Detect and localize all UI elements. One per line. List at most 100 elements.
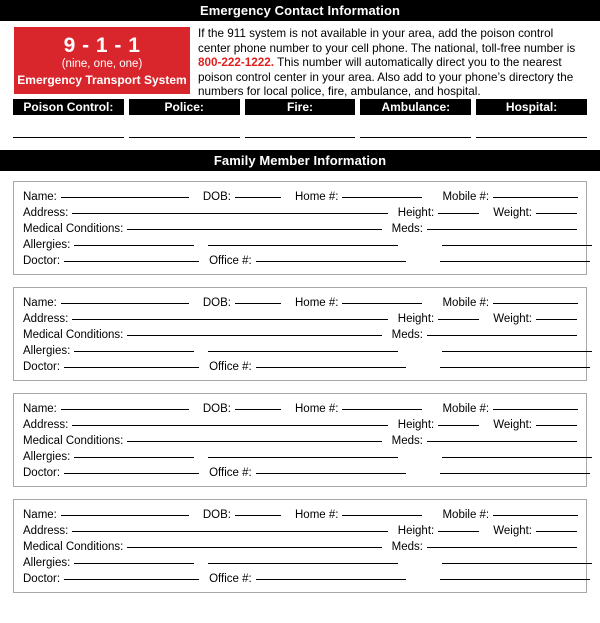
contact-field-fire: Fire: <box>244 99 356 138</box>
label-address: Address: <box>23 525 69 537</box>
input-address[interactable] <box>72 531 388 532</box>
input-name[interactable] <box>60 409 189 410</box>
contact-label-poison-control: Poison Control: <box>13 99 124 115</box>
input-mobile-phone[interactable] <box>493 303 579 304</box>
input-weight[interactable] <box>536 531 577 532</box>
contact-input-police[interactable] <box>128 137 240 138</box>
input-doctor[interactable] <box>64 367 200 368</box>
input-meds[interactable] <box>427 547 577 548</box>
input-meds[interactable] <box>427 335 577 336</box>
input-allergies-3[interactable] <box>442 563 593 564</box>
input-medical-conditions[interactable] <box>127 441 382 442</box>
input-medical-conditions[interactable] <box>127 335 382 336</box>
input-home-phone[interactable] <box>342 515 423 516</box>
input-allergies-2[interactable] <box>208 457 399 458</box>
input-address[interactable] <box>72 425 388 426</box>
member-row-name: Name: DOB: Home #: Mobile #: <box>23 189 579 205</box>
label-address: Address: <box>23 419 69 431</box>
member-row-medical-conditions: Medical Conditions: Meds: <box>23 433 577 449</box>
input-allergies-2[interactable] <box>208 245 399 246</box>
input-allergies-2[interactable] <box>208 351 399 352</box>
input-allergies-2[interactable] <box>208 563 399 564</box>
input-allergies-3[interactable] <box>442 457 593 458</box>
input-doctor-extra[interactable] <box>439 367 590 368</box>
input-office-phone[interactable] <box>255 261 406 262</box>
input-height[interactable] <box>438 213 480 214</box>
input-allergies-3[interactable] <box>442 351 593 352</box>
input-home-phone[interactable] <box>342 303 423 304</box>
input-address[interactable] <box>72 319 388 320</box>
input-medical-conditions[interactable] <box>127 547 382 548</box>
input-weight[interactable] <box>536 319 577 320</box>
label-doctor: Doctor: <box>23 573 61 585</box>
member-row-medical-conditions: Medical Conditions: Meds: <box>23 539 577 555</box>
label-doctor: Doctor: <box>23 361 61 373</box>
member-row-doctor: Doctor: Office #: <box>23 571 590 587</box>
input-allergies-1[interactable] <box>74 351 195 352</box>
contact-input-poison-control[interactable] <box>13 137 124 138</box>
input-doctor-extra[interactable] <box>439 261 590 262</box>
input-medical-conditions[interactable] <box>127 229 382 230</box>
input-dob[interactable] <box>235 409 281 410</box>
label-medical-conditions: Medical Conditions: <box>23 541 124 553</box>
contact-input-fire[interactable] <box>244 137 356 138</box>
input-dob[interactable] <box>235 303 281 304</box>
input-address[interactable] <box>72 213 388 214</box>
member-row-name: Name: DOB: Home #: Mobile #: <box>23 401 579 417</box>
input-office-phone[interactable] <box>255 579 406 580</box>
contact-field-hospital: Hospital: <box>476 99 587 138</box>
input-dob[interactable] <box>235 197 281 198</box>
member-row-allergies: Allergies: <box>23 555 593 571</box>
label-name: Name: <box>23 297 57 309</box>
input-dob[interactable] <box>235 515 281 516</box>
input-doctor[interactable] <box>64 579 200 580</box>
label-medical-conditions: Medical Conditions: <box>23 329 124 341</box>
input-office-phone[interactable] <box>255 473 406 474</box>
contact-input-hospital[interactable] <box>476 137 587 138</box>
input-mobile-phone[interactable] <box>493 197 579 198</box>
input-allergies-1[interactable] <box>74 563 195 564</box>
label-meds: Meds: <box>391 223 423 235</box>
label-weight: Weight: <box>493 419 532 431</box>
input-doctor[interactable] <box>64 261 200 262</box>
label-doctor: Doctor: <box>23 255 61 267</box>
member-row-address: Address: Height: Weight: <box>23 311 577 327</box>
label-weight: Weight: <box>493 207 532 219</box>
label-office-phone: Office #: <box>209 361 252 373</box>
input-meds[interactable] <box>427 441 577 442</box>
input-home-phone[interactable] <box>342 197 423 198</box>
contact-input-ambulance[interactable] <box>360 137 472 138</box>
input-home-phone[interactable] <box>342 409 423 410</box>
label-meds: Meds: <box>391 541 423 553</box>
input-mobile-phone[interactable] <box>493 409 579 410</box>
emergency-section-header: Emergency Contact Information <box>0 0 600 21</box>
input-allergies-1[interactable] <box>74 457 195 458</box>
input-doctor[interactable] <box>64 473 200 474</box>
input-height[interactable] <box>438 319 480 320</box>
input-allergies-1[interactable] <box>74 245 195 246</box>
contact-label-police: Police: <box>128 99 240 115</box>
poison-control-blurb: If the 911 system is not available in yo… <box>198 27 588 100</box>
input-name[interactable] <box>60 303 189 304</box>
member-row-name: Name: DOB: Home #: Mobile #: <box>23 295 579 311</box>
input-weight[interactable] <box>536 213 577 214</box>
input-office-phone[interactable] <box>255 367 406 368</box>
input-name[interactable] <box>60 515 189 516</box>
label-allergies: Allergies: <box>23 557 71 569</box>
input-mobile-phone[interactable] <box>493 515 579 516</box>
input-doctor-extra[interactable] <box>439 473 590 474</box>
input-name[interactable] <box>60 197 189 198</box>
label-office-phone: Office #: <box>209 573 252 585</box>
input-height[interactable] <box>438 531 480 532</box>
label-mobile-phone: Mobile #: <box>442 509 490 521</box>
label-home-phone: Home #: <box>295 509 339 521</box>
label-dob: DOB: <box>202 509 231 521</box>
label-name: Name: <box>23 509 57 521</box>
input-weight[interactable] <box>536 425 577 426</box>
label-allergies: Allergies: <box>23 239 71 251</box>
input-allergies-3[interactable] <box>442 245 593 246</box>
input-doctor-extra[interactable] <box>439 579 590 580</box>
input-meds[interactable] <box>427 229 577 230</box>
input-height[interactable] <box>438 425 480 426</box>
emergency-contacts-row: Poison Control: Police: Fire: Ambulance:… <box>0 99 600 138</box>
